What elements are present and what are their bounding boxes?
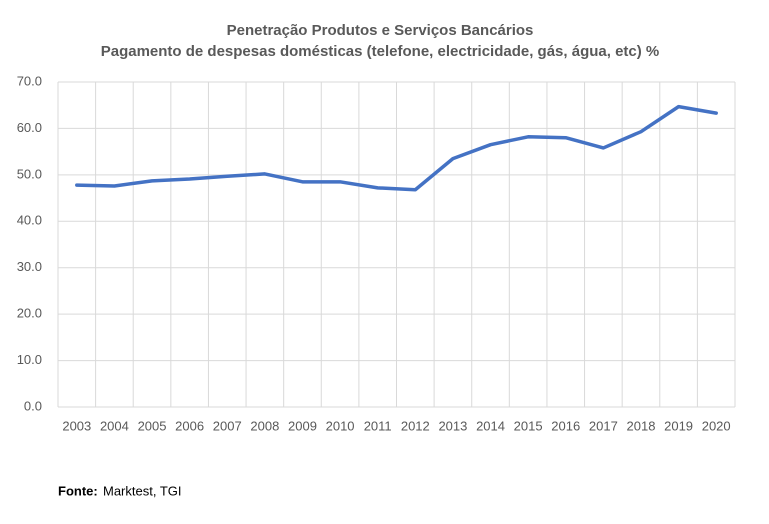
x-tick-label: 2003: [62, 418, 91, 433]
x-tick-label: 2013: [438, 418, 467, 433]
x-tick-label: 2017: [589, 418, 618, 433]
x-tick-label: 2020: [702, 418, 731, 433]
y-tick-label: 30.0: [17, 259, 42, 274]
x-tick-label: 2019: [664, 418, 693, 433]
x-tick-label: 2012: [401, 418, 430, 433]
x-tick-label: 2005: [138, 418, 167, 433]
y-tick-label: 40.0: [17, 213, 42, 228]
y-tick-label: 20.0: [17, 306, 42, 321]
x-tick-label: 2006: [175, 418, 204, 433]
x-tick-label: 2016: [551, 418, 580, 433]
x-tick-label: 2014: [476, 418, 505, 433]
source: Marktest, TGI: [103, 483, 182, 498]
y-tick-label: 10.0: [17, 352, 42, 367]
x-tick-label: 2018: [627, 418, 656, 433]
x-tick-label: 2010: [326, 418, 355, 433]
chart-subtitle: Pagamento de despesas domésticas (telefo…: [101, 43, 660, 60]
x-tick-label: 2004: [100, 418, 129, 433]
y-tick-label: 0.0: [24, 398, 42, 413]
y-tick-label: 60.0: [17, 120, 42, 135]
y-tick-label: 50.0: [17, 166, 42, 181]
y-tick-label: 70.0: [17, 73, 42, 88]
x-tick-label: 2009: [288, 418, 317, 433]
x-tick-label: 2011: [364, 418, 392, 433]
chart-title: Penetração Produtos e Serviços Bancários: [227, 22, 534, 39]
x-tick-label: 2015: [514, 418, 543, 433]
source-label: Fonte:: [58, 483, 98, 498]
line-series: [75, 104, 718, 192]
x-tick-label: 2008: [250, 418, 279, 433]
x-tick-label: 2007: [213, 418, 242, 433]
